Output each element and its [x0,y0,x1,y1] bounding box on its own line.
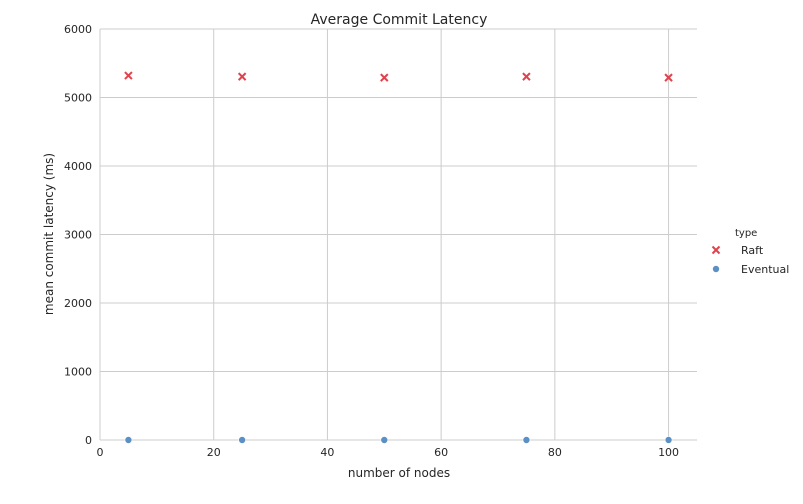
y-tick-label: 1000 [64,366,92,379]
raft-point [237,72,247,81]
eventual-point [380,436,389,444]
y-axis-label: mean commit latency (ms) [42,153,56,315]
x-tick-label: 20 [207,446,221,459]
raft-point [124,71,133,80]
legend-marker-raft [711,245,721,255]
marker-stroke [522,72,531,81]
marker-stroke [664,73,673,82]
raft-point [664,73,673,82]
x-tick-label: 80 [548,446,562,459]
axes [99,29,697,441]
marker-stroke [237,72,247,81]
y-tick-label: 5000 [64,92,92,105]
chart-title: Average Commit Latency [311,12,488,28]
eventual-point [522,436,531,444]
legend-label-raft: Raft [741,244,764,257]
x-tick-label: 100 [658,446,679,459]
x-axis-label: number of nodes [348,466,450,480]
y-tick-label: 6000 [64,23,92,36]
raft-point [522,72,531,81]
data-marks [124,71,673,444]
x-tick-label: 0 [97,446,104,459]
legend-title: type [735,228,757,239]
x-tick-label: 40 [320,446,334,459]
eventual-point [124,436,133,444]
y-tick-label: 0 [85,434,92,447]
legend: type Raft Eventual [711,228,789,276]
legend-label-eventual: Eventual [741,263,789,276]
y-tick-label: 4000 [64,160,92,173]
eventual-point [664,436,673,444]
y-tick-label: 3000 [64,229,92,242]
raft-point [380,73,389,82]
marker-stroke [711,245,721,255]
eventual-point [238,436,246,444]
marker-stroke [380,73,389,82]
x-tick-label: 60 [434,446,448,459]
legend-marker-eventual [712,265,720,273]
marker-stroke [124,71,133,80]
grid-lines [99,28,697,441]
y-tick-label: 2000 [64,297,92,310]
